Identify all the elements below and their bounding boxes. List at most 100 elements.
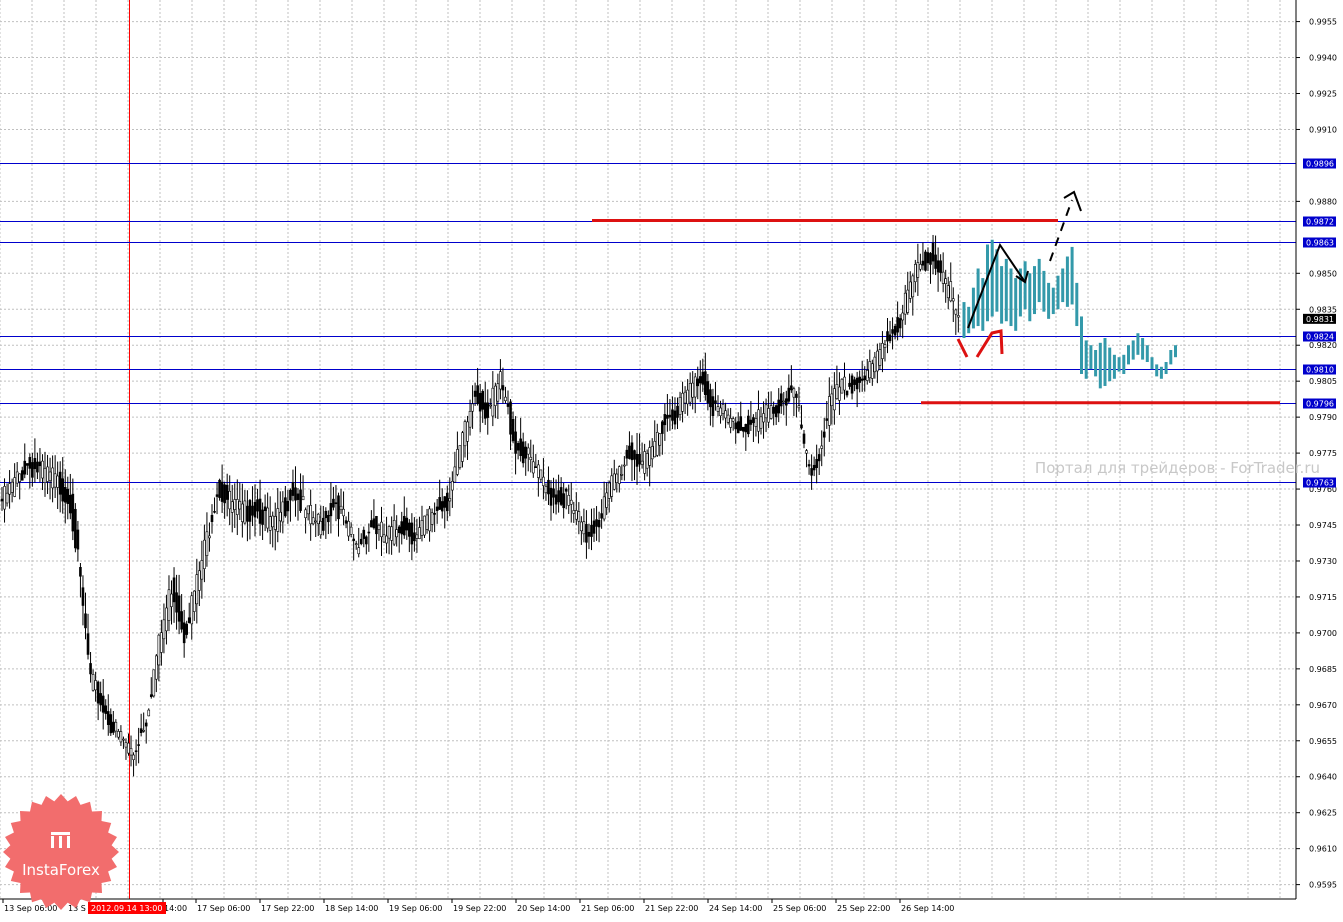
candle-body	[423, 515, 426, 536]
candle-body	[112, 721, 115, 733]
candle-body	[772, 407, 775, 414]
candle-body	[63, 487, 67, 503]
instaforex-logo: InstaForex	[3, 794, 119, 910]
candle-body	[916, 262, 920, 278]
candle-body	[544, 486, 548, 494]
candle-body	[284, 497, 287, 517]
dashed-arrow	[1049, 199, 1073, 262]
candle-body	[225, 484, 229, 500]
arrow-head	[1063, 190, 1082, 212]
candle-body	[466, 421, 469, 442]
candle-body	[228, 490, 231, 510]
candle-body	[395, 529, 398, 538]
candle-body	[858, 376, 861, 383]
candle-body	[714, 400, 717, 404]
grid	[0, 0, 1296, 899]
candle-body	[61, 478, 65, 502]
time-label: 25 Sep 22:00	[837, 904, 890, 913]
current-price-label: 0.9831	[1306, 315, 1334, 324]
candle-body	[96, 681, 100, 704]
level-badge	[1303, 477, 1336, 488]
candle-body	[132, 754, 135, 760]
candle-body	[71, 493, 75, 532]
candle-body	[347, 521, 350, 537]
candle-body	[838, 386, 841, 401]
candle-body	[155, 655, 158, 680]
candle-body	[233, 499, 237, 510]
candle-body	[127, 742, 130, 754]
candle-body	[635, 453, 639, 467]
candle-body	[53, 473, 57, 488]
candle-body	[352, 538, 355, 541]
candle-body	[410, 522, 414, 545]
candle-body	[790, 385, 793, 391]
brand-name: InstaForex	[22, 861, 100, 879]
candle-body	[180, 611, 183, 630]
candle-body	[666, 414, 669, 419]
cursor-time-label: 2012.09.14 13:00	[91, 904, 162, 913]
candle-body	[175, 592, 178, 613]
candle-body	[630, 442, 634, 461]
candle-body	[769, 405, 773, 419]
candle-body	[36, 461, 39, 473]
candle-body	[66, 488, 70, 504]
candle-body	[104, 705, 108, 714]
candle-body	[124, 742, 128, 748]
candle-body	[79, 567, 82, 577]
candle-body	[451, 481, 454, 491]
candles	[0, 234, 960, 777]
candle-body	[258, 498, 262, 524]
candle-body	[463, 421, 467, 447]
candle-body	[185, 623, 188, 635]
candle-body	[314, 520, 318, 523]
price-tick-label: 0.9640	[1309, 773, 1337, 782]
candle-body	[5, 492, 9, 504]
candle-body	[337, 495, 340, 520]
candle-body	[701, 371, 705, 385]
candle-body	[84, 613, 87, 629]
candle-body	[46, 466, 49, 482]
candle-body	[676, 405, 679, 418]
candle-body	[521, 441, 525, 464]
candle-body	[835, 384, 839, 400]
candle-body	[921, 260, 925, 266]
candle-body	[253, 502, 257, 518]
candle-body	[476, 385, 479, 404]
candle-body	[48, 471, 52, 482]
candle-body	[354, 543, 358, 546]
candle-body	[400, 521, 404, 535]
candle-body	[33, 458, 37, 470]
candle-body	[777, 399, 781, 414]
candle-body	[600, 513, 603, 519]
candle-body	[709, 389, 712, 408]
candle-body	[754, 418, 758, 427]
candle-body	[367, 531, 371, 534]
cursor-time-badge	[88, 902, 166, 914]
candle-body	[319, 521, 323, 536]
candle-body	[385, 535, 388, 544]
candle-body	[519, 438, 522, 457]
candle-body	[238, 500, 242, 510]
candle-body	[883, 344, 887, 348]
candle-body	[190, 595, 194, 625]
candle-body	[924, 251, 927, 271]
candle-body	[612, 473, 616, 490]
candle-body	[43, 467, 47, 483]
candle-body	[418, 527, 421, 539]
candle-body	[825, 418, 829, 421]
candle-body	[494, 385, 497, 406]
candle-body	[607, 482, 611, 499]
candle-body	[370, 520, 373, 528]
candle-body	[590, 524, 593, 537]
candle-body	[491, 387, 495, 417]
candle-body	[101, 695, 105, 713]
candle-body	[435, 506, 439, 511]
candle-body	[721, 403, 725, 414]
time-label: 20 Sep 14:00	[517, 904, 570, 913]
candle-body	[787, 387, 791, 402]
horizontal-levels	[0, 163, 1296, 483]
candle-body	[926, 252, 930, 264]
candle-body	[31, 462, 34, 478]
candle-body	[762, 413, 765, 423]
price-tick-label: 0.9760	[1309, 485, 1337, 494]
